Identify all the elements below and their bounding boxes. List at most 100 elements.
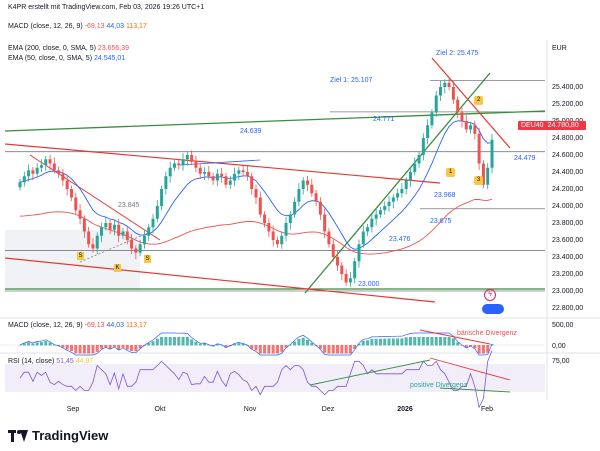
rsi-pane-label: RSI (14, close): [8, 358, 55, 365]
candle-body: [190, 155, 194, 162]
macd-pane-label: MACD (close, 12, 26, 9): [8, 322, 83, 329]
ema50-value: 24.545,01: [93, 55, 126, 62]
candle-body: [130, 240, 134, 249]
price-tag-value: 24.780,80: [547, 122, 579, 129]
y-tick-label: 24.000,00: [552, 203, 583, 210]
macd-hist-bar: [215, 344, 219, 346]
macd-hist-bar: [134, 345, 138, 352]
candle-body: [305, 180, 309, 185]
macd-hist-bar: [417, 337, 421, 346]
candle-body: [378, 210, 382, 215]
candle-body: [434, 95, 438, 113]
candle-body: [254, 189, 258, 198]
macd-hist-bar: [464, 345, 468, 348]
level-24479-label: 24.479: [514, 155, 536, 162]
macd-hist-bar: [164, 337, 168, 346]
macd-hist-bar: [177, 337, 181, 346]
macd-hist-bar: [391, 338, 395, 346]
ema50-line: [19, 120, 493, 250]
y-tick-label: 23.200,00: [552, 271, 583, 278]
macd-hist-bar: [147, 343, 151, 346]
x-axis-ticks: Sep Okt Nov Dez 2026 Feb: [67, 406, 493, 413]
macd-hist-bar: [336, 345, 340, 354]
candle-body: [481, 163, 485, 185]
candle-body: [57, 170, 61, 174]
candle-body: [160, 189, 164, 206]
tv-logo-icon: [8, 429, 28, 442]
macd-hist-bar: [400, 338, 404, 346]
macd-hist-bar: [305, 339, 309, 346]
macd-pane: 500,00 0,00: [0, 322, 574, 356]
candle-body: [211, 176, 215, 181]
candle-body: [74, 197, 78, 211]
candle-body: [447, 82, 451, 87]
currency-label: EUR: [552, 45, 567, 52]
macd-hist-bar: [108, 345, 112, 349]
macd-hist-bar: [439, 337, 443, 346]
y-tick-label: 24.600,00: [552, 152, 583, 159]
candle-body: [263, 214, 267, 223]
candle-body: [288, 214, 292, 223]
macd-hist-bar: [434, 337, 438, 346]
macd-tick-label: 500,00: [552, 322, 574, 329]
y-tick-label: 25.200,00: [552, 101, 583, 108]
macd-hist-bar: [263, 345, 267, 354]
macd-top-v1: -69,13: [84, 23, 105, 30]
candle-body: [348, 278, 352, 283]
candle-body: [82, 218, 86, 232]
candle-body: [443, 82, 447, 87]
macd-hist-bar: [211, 345, 215, 347]
candle-body: [421, 138, 425, 155]
neckline: [79, 231, 151, 263]
ema200-legend: EMA (200, close, 0, SMA, 5) 23.656,39: [8, 45, 129, 52]
candle-body: [18, 182, 22, 188]
macd-hist-bar: [318, 345, 322, 349]
macd-hist-bar: [65, 345, 69, 350]
ema200-label: EMA (200, close, 0, SMA, 5): [8, 45, 96, 52]
rsi-positive-divergence-line: [439, 387, 511, 393]
macd-hist-bar: [327, 345, 331, 354]
macd-hist-bar: [477, 345, 481, 354]
candle-body: [78, 210, 82, 219]
macd-hist-bar: [78, 345, 82, 354]
macd-hist-bar: [181, 337, 185, 346]
candle-body: [293, 201, 297, 215]
x-tick-label: Feb: [481, 406, 493, 413]
x-tick-label: Okt: [155, 406, 166, 413]
candle-body: [181, 159, 185, 166]
ziel1-label: Ziel 1: 25.107: [330, 77, 373, 84]
macd-hist-bar: [374, 338, 378, 346]
macd-hist-bar: [198, 343, 202, 346]
tradingview-logo: TradingView: [8, 428, 108, 443]
macd-hist-bar: [74, 345, 78, 354]
x-tick-label: Nov: [244, 406, 257, 413]
candle-body: [228, 180, 232, 185]
y-axis-ticks: 25.400,0025.200,0025.000,0024.800,0024.6…: [552, 84, 583, 312]
candle-body: [207, 172, 211, 177]
macd-hist-bar: [190, 339, 194, 346]
rsi-band: [5, 364, 545, 392]
ema200-value: 23.656,39: [97, 45, 130, 52]
lightning-icon[interactable]: ϟ: [484, 289, 496, 301]
macd-hist-bar: [185, 337, 189, 346]
events-icon[interactable]: [482, 304, 504, 314]
macd-hist-bar: [280, 345, 284, 352]
macd-hist-bar: [301, 337, 305, 346]
candle-body: [194, 161, 198, 168]
candle-body: [366, 227, 370, 232]
candle-body: [353, 261, 357, 279]
macd-top-v3: 113,17: [125, 23, 147, 30]
macd-hist-bar: [125, 345, 129, 350]
macd-hist-bar: [138, 345, 142, 349]
macd-hist-bar: [69, 345, 73, 352]
y-tick-label: 24.200,00: [552, 186, 583, 193]
wave-1-badge: 1: [446, 168, 455, 177]
macd-hist-bar: [293, 341, 297, 346]
green-uptrend-line: [304, 72, 491, 294]
candle-body: [142, 235, 146, 245]
candle-body: [473, 125, 477, 134]
price-tag-symbol: DEU40: [521, 122, 544, 129]
candle-body: [220, 173, 224, 177]
candle-body: [39, 165, 43, 168]
